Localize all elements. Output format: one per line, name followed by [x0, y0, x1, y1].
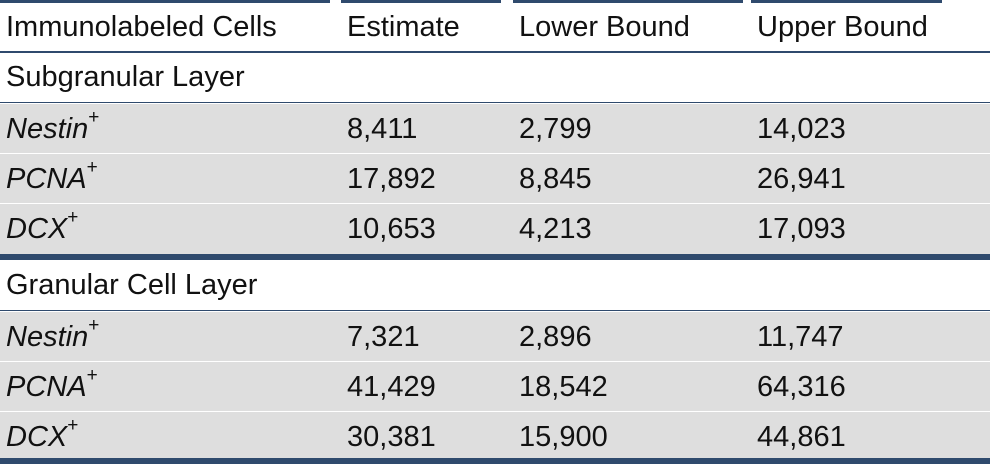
row-label: Nestin+ — [6, 104, 99, 155]
header-rule — [513, 0, 743, 3]
section-divider — [0, 254, 990, 260]
column-header-estimate: Estimate — [347, 11, 460, 43]
table-bottom-rule — [0, 458, 990, 464]
lower-bound-cell: 2,799 — [519, 113, 592, 145]
row-label-text: DCX — [6, 213, 68, 245]
lower-bound-cell: 15,900 — [519, 421, 608, 453]
row-label-superscript: + — [86, 365, 98, 387]
lower-bound-cell: 18,542 — [519, 371, 608, 403]
row-label-superscript: + — [67, 415, 79, 437]
row-label-text: Nestin — [6, 321, 89, 353]
lower-bound-cell: 4,213 — [519, 213, 592, 245]
column-header-cells: Immunolabeled Cells — [6, 11, 277, 43]
table-row: DCX+ 10,653 4,213 17,093 — [0, 203, 990, 255]
upper-bound-cell: 14,023 — [757, 113, 846, 145]
lower-bound-cell: 2,896 — [519, 321, 592, 353]
column-header-upper-bound: Upper Bound — [757, 11, 928, 43]
table-row: Nestin+ 7,321 2,896 11,747 — [0, 311, 990, 363]
row-label-text: PCNA — [6, 163, 87, 195]
upper-bound-cell: 17,093 — [757, 213, 846, 245]
row-label-text: Nestin — [6, 113, 89, 145]
row-label: PCNA+ — [6, 362, 98, 413]
table-row: PCNA+ 41,429 18,542 64,316 — [0, 361, 990, 413]
row-label-superscript: + — [88, 107, 100, 129]
table-header-row: Immunolabeled Cells Estimate Lower Bound… — [0, 2, 990, 53]
estimate-cell: 30,381 — [347, 421, 436, 453]
row-label: DCX+ — [6, 412, 78, 463]
section-title: Granular Cell Layer — [6, 269, 258, 301]
header-bottom-rule — [0, 51, 990, 53]
table-row: DCX+ 30,381 15,900 44,861 — [0, 411, 990, 463]
row-label: Nestin+ — [6, 312, 99, 363]
table-row: Nestin+ 8,411 2,799 14,023 — [0, 103, 990, 155]
estimate-cell: 41,429 — [347, 371, 436, 403]
section-title: Subgranular Layer — [6, 61, 245, 93]
estimate-cell: 17,892 — [347, 163, 436, 195]
row-label-text: DCX — [6, 421, 68, 453]
estimate-cell: 7,321 — [347, 321, 420, 353]
row-label: DCX+ — [6, 204, 78, 255]
column-header-lower-bound: Lower Bound — [519, 11, 690, 43]
section-title-row: Subgranular Layer — [0, 52, 990, 103]
lower-bound-cell: 8,845 — [519, 163, 592, 195]
row-label: PCNA+ — [6, 154, 98, 205]
upper-bound-cell: 26,941 — [757, 163, 846, 195]
upper-bound-cell: 11,747 — [757, 321, 844, 353]
row-label-superscript: + — [86, 157, 98, 179]
upper-bound-cell: 44,861 — [757, 421, 846, 453]
section-title-row: Granular Cell Layer — [0, 260, 990, 311]
row-label-superscript: + — [67, 207, 79, 229]
upper-bound-cell: 64,316 — [757, 371, 846, 403]
header-rule — [341, 0, 501, 3]
estimate-cell: 8,411 — [347, 113, 418, 145]
row-label-text: PCNA — [6, 371, 87, 403]
header-rule — [751, 0, 942, 3]
header-rule — [0, 0, 330, 3]
row-label-superscript: + — [88, 315, 100, 337]
estimate-cell: 10,653 — [347, 213, 436, 245]
table-row: PCNA+ 17,892 8,845 26,941 — [0, 153, 990, 205]
